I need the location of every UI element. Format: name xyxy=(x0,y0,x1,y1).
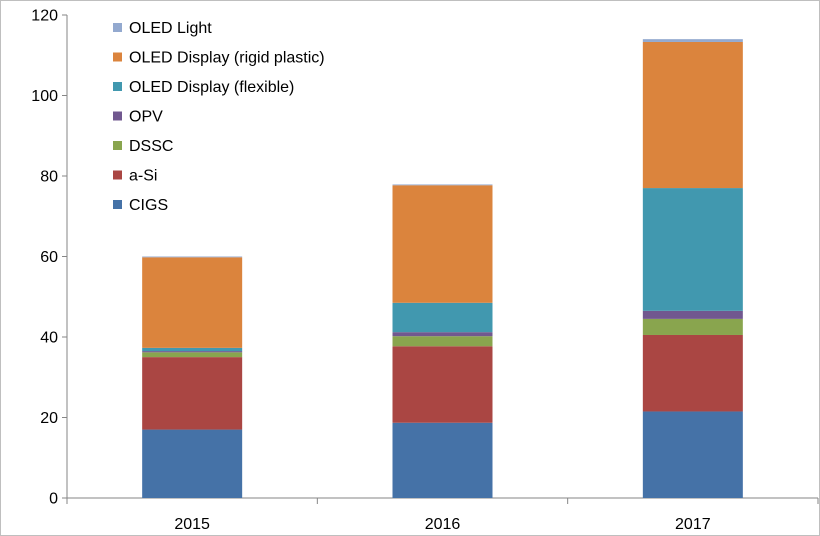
legend-swatch xyxy=(113,82,122,91)
bar-segment-oled-display-flexible-2017 xyxy=(642,188,743,311)
legend-label: a-Si xyxy=(129,168,157,185)
y-tick-label: 120 xyxy=(31,8,58,25)
bar-segment-opv-2017 xyxy=(642,310,743,319)
legend-label: OLED Light xyxy=(129,20,212,37)
bar-segment-oled-display-flexible-2015 xyxy=(142,347,243,352)
axes: 0 20 40 60 80 100 120 2015 2016 2017 xyxy=(31,8,819,533)
bar-segment-oled-display-flexible-2016 xyxy=(392,302,493,333)
legend-swatch xyxy=(113,141,122,150)
legend-label: OLED Display (rigid plastic) xyxy=(129,50,325,67)
bar-segment-cigs-2017 xyxy=(642,411,743,498)
bars xyxy=(142,39,743,498)
x-tick-label: 2016 xyxy=(425,516,461,533)
bar-segment-opv-2016 xyxy=(392,332,493,337)
bar-segment-oled-light-2017 xyxy=(642,39,743,42)
y-tick-label: 60 xyxy=(40,249,58,266)
bar-segment-dssc-2016 xyxy=(392,336,493,347)
legend-swatch xyxy=(113,111,122,121)
x-tick-label: 2015 xyxy=(174,516,210,533)
legend-swatch xyxy=(113,52,122,62)
legend-label: OPV xyxy=(129,109,163,126)
bar-segment-a-si-2015 xyxy=(142,357,243,430)
x-tick-label: 2017 xyxy=(675,516,711,533)
y-tick-label: 80 xyxy=(40,169,58,186)
y-tick-label: 40 xyxy=(40,330,58,347)
legend-swatch xyxy=(113,200,122,209)
legend-label: CIGS xyxy=(129,197,168,214)
legend-label: OLED Display (flexible) xyxy=(129,79,294,96)
bar-segment-oled-display-rigid-plastic-2017 xyxy=(642,41,743,189)
y-tick-label: 20 xyxy=(40,410,58,427)
bar-segment-dssc-2015 xyxy=(142,352,243,358)
legend-label: DSSC xyxy=(129,138,173,155)
bar-segment-oled-light-2015 xyxy=(142,256,243,258)
bar-segment-oled-display-rigid-plastic-2015 xyxy=(142,257,243,348)
legend-swatch xyxy=(113,23,122,32)
bar-segment-oled-display-rigid-plastic-2016 xyxy=(392,185,493,303)
bar-segment-opv-2015 xyxy=(142,351,243,353)
legend-swatch xyxy=(113,170,122,180)
y-tick-label: 100 xyxy=(31,88,58,105)
bar-segment-oled-light-2016 xyxy=(392,184,493,186)
y-tick-label: 0 xyxy=(49,491,58,508)
bar-segment-a-si-2016 xyxy=(392,346,493,423)
bar-segment-a-si-2017 xyxy=(642,334,743,412)
bar-segment-cigs-2016 xyxy=(392,422,493,498)
legend: OLED Light OLED Display (rigid plastic) OL… xyxy=(113,20,325,214)
bar-segment-cigs-2015 xyxy=(142,429,243,498)
bar-segment-dssc-2017 xyxy=(642,318,743,335)
